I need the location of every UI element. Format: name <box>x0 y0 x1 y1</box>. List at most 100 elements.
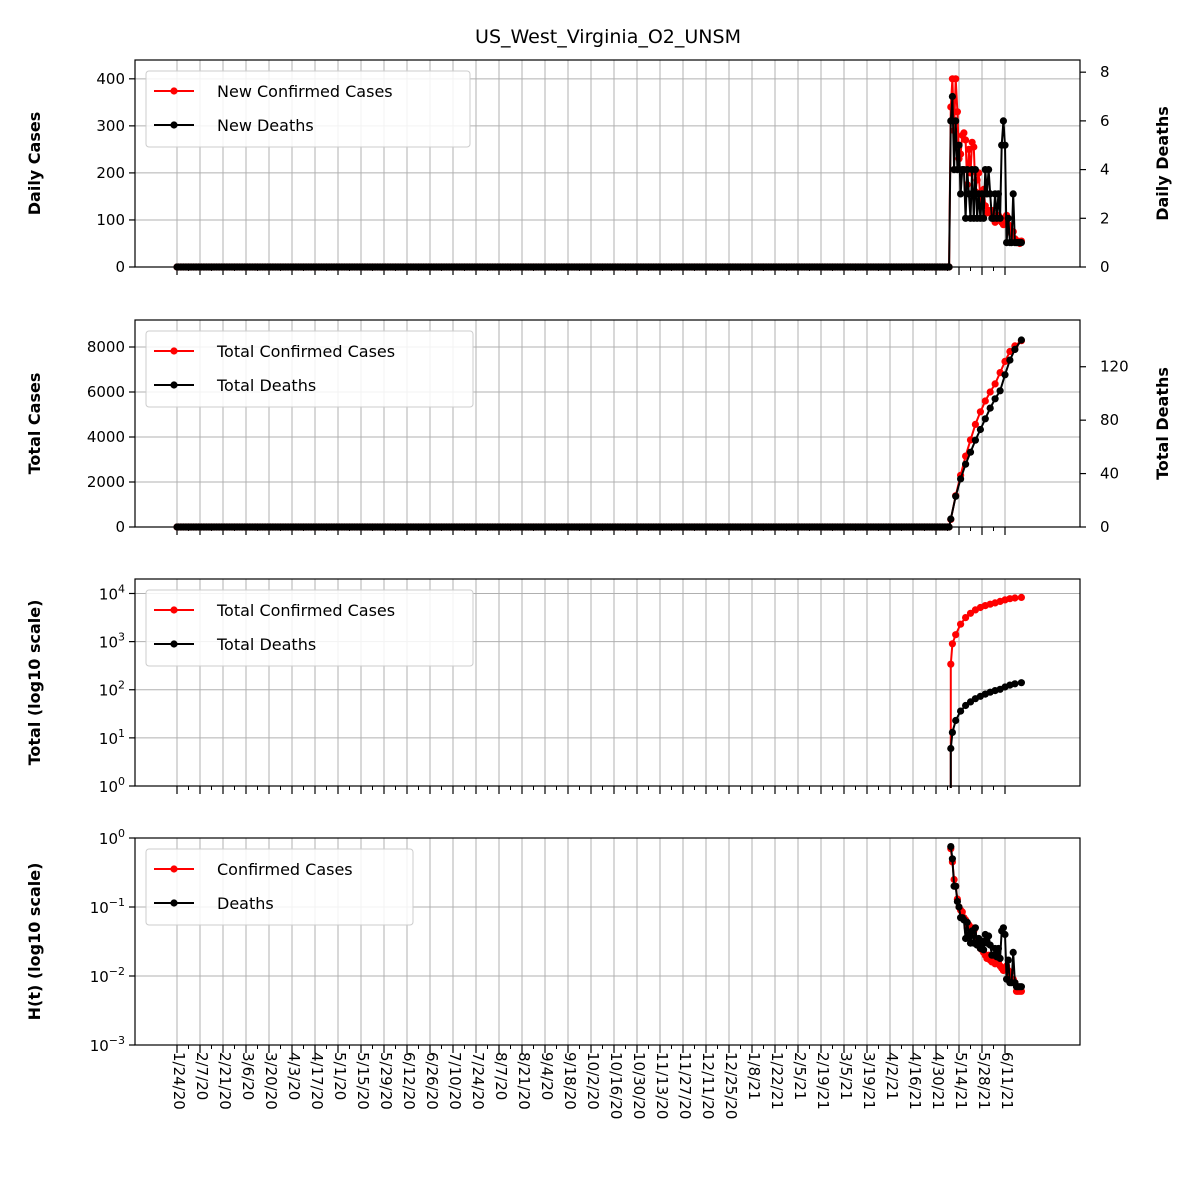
x-tick-label: 6/11/21 <box>998 1052 1016 1110</box>
y-right-tick-label: 0 <box>1100 518 1110 536</box>
data-point <box>963 918 971 926</box>
x-tick-label: 3/20/20 <box>262 1052 280 1110</box>
data-point <box>1006 356 1014 364</box>
data-point <box>991 395 999 403</box>
data-point <box>957 190 965 198</box>
x-tick-label: 9/18/20 <box>561 1052 579 1110</box>
panel-daily: 0 100 200 300 400 0 2 4 6 8 Daily Cases Daily Death… <box>25 59 1172 276</box>
legend: Total Confirmed Cases Total Deaths <box>145 589 474 667</box>
y-right-tick-label: 4 <box>1100 161 1110 179</box>
legend-label: Confirmed Cases <box>217 860 353 879</box>
y-tick-label: 0 <box>115 258 125 276</box>
legend-box <box>145 848 414 926</box>
y-tick-label: 2000 <box>87 473 125 491</box>
data-point <box>1017 679 1025 687</box>
legend-marker <box>170 381 178 389</box>
data-point <box>955 903 963 911</box>
x-tick-label: 10/2/20 <box>584 1052 602 1110</box>
x-tick-label: 2/19/21 <box>814 1052 832 1110</box>
y-tick-label: 102 <box>99 679 125 700</box>
data-point <box>948 92 957 101</box>
data-point <box>996 954 1004 963</box>
data-point <box>947 744 955 753</box>
data-point <box>986 404 994 412</box>
data-point <box>971 924 980 932</box>
axes-frame <box>134 837 1081 1046</box>
y-right-tick-label: 0 <box>1100 258 1110 276</box>
data-point <box>1009 948 1017 957</box>
data-point <box>1017 239 1025 247</box>
data-point <box>991 380 999 388</box>
data-point <box>947 843 955 851</box>
x-tick-label: 4/2/21 <box>883 1052 901 1100</box>
data-point <box>971 420 980 428</box>
x-tick-label: 4/17/20 <box>308 1052 326 1110</box>
x-tick-label: 4/3/20 <box>285 1052 303 1100</box>
x-tick-label: 5/29/20 <box>377 1052 395 1110</box>
x-tick-label: 1/22/21 <box>768 1052 786 1110</box>
data-point <box>965 190 973 198</box>
x-tick-label: 3/6/20 <box>239 1052 257 1100</box>
y-right-tick-label: 8 <box>1100 63 1110 81</box>
legend-label: Deaths <box>217 894 274 913</box>
legend-label: Total Deaths <box>216 635 316 654</box>
data-point <box>957 707 965 715</box>
legend: New Confirmed Cases New Deaths <box>145 70 471 148</box>
data-point <box>999 117 1008 125</box>
data-point <box>962 614 970 622</box>
y-tick-label: 400 <box>96 70 125 88</box>
legend: Confirmed Cases Deaths <box>145 848 414 926</box>
x-tick-label: 2/7/20 <box>193 1052 211 1100</box>
x-tick-label: 5/15/20 <box>354 1052 372 1110</box>
data-point <box>1001 141 1009 149</box>
data-point <box>952 75 960 83</box>
data-point <box>1017 336 1025 344</box>
data-point <box>1004 956 1012 964</box>
x-tick-label: 11/13/20 <box>653 1052 671 1119</box>
y-axis-label: Total (log10 scale) <box>25 600 44 766</box>
y-tick-label: 100 <box>96 211 125 229</box>
panel-total: 0 2000 4000 6000 8000 0 40 80 120 Total Cases Tota… <box>25 319 1172 536</box>
x-tick-label: 5/1/20 <box>331 1052 349 1100</box>
x-tick-label: 8/7/20 <box>492 1052 510 1100</box>
x-tick-label: 12/11/20 <box>699 1052 717 1119</box>
data-point <box>952 117 960 125</box>
data-point <box>952 716 960 725</box>
data-point <box>980 214 988 222</box>
x-tick-label: 6/26/20 <box>423 1052 441 1110</box>
panel-hazard: 10−3 10−2 10−1 100 H(t) (log10 scale) Confirm… <box>25 827 1081 1055</box>
y-tick-label: 10−3 <box>90 1034 125 1055</box>
legend-marker <box>170 121 178 129</box>
x-tick-label: 2/21/20 <box>216 1052 234 1110</box>
data-point <box>947 660 955 668</box>
data-point <box>962 460 970 468</box>
data-point <box>957 620 965 628</box>
data-point <box>1011 680 1019 688</box>
x-tick-label: 1/24/20 <box>170 1052 188 1110</box>
legend-marker <box>170 640 178 648</box>
legend-label: Total Confirmed Cases <box>216 342 395 361</box>
x-tick-label: 9/4/20 <box>538 1052 556 1100</box>
data-point <box>985 166 993 174</box>
y-right-tick-label: 40 <box>1100 465 1119 483</box>
legend-label: New Deaths <box>217 116 314 135</box>
y-tick-label: 100 <box>99 775 125 796</box>
data-point <box>1001 371 1009 379</box>
x-tick-label: 7/24/20 <box>469 1052 487 1110</box>
x-tick-label: 6/12/20 <box>400 1052 418 1110</box>
y-tick-label: 200 <box>96 164 125 182</box>
legend-marker <box>170 899 178 907</box>
y-tick-label: 103 <box>99 631 125 652</box>
y-tick-label: 6000 <box>87 383 125 401</box>
x-axis-date-labels: 1/24/20 2/7/20 2/21/20 3/6/20 3/20/20 4/3/20 4… <box>170 1052 1016 1119</box>
data-point <box>957 475 965 483</box>
data-point <box>948 728 957 737</box>
y-right-tick-label: 2 <box>1100 209 1110 227</box>
data-point <box>953 897 962 906</box>
data-point <box>976 408 985 416</box>
data-point <box>1001 930 1009 939</box>
y-right-axis-label: Total Deaths <box>1153 367 1172 480</box>
axes-frame <box>134 319 1081 528</box>
data-point <box>960 129 968 137</box>
